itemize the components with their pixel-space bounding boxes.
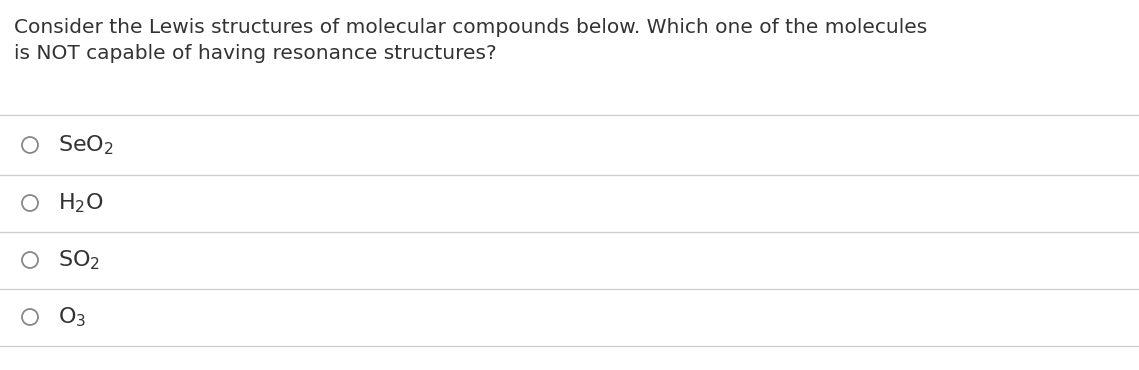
Text: is NOT capable of having resonance structures?: is NOT capable of having resonance struc… [14,44,497,63]
Text: Consider the Lewis structures of molecular compounds below. Which one of the mol: Consider the Lewis structures of molecul… [14,18,927,37]
Text: SeO$_{2}$: SeO$_{2}$ [58,133,114,157]
Text: SO$_{2}$: SO$_{2}$ [58,248,100,272]
Text: O$_{3}$: O$_{3}$ [58,305,87,329]
Text: H$_{2}$O: H$_{2}$O [58,191,104,215]
